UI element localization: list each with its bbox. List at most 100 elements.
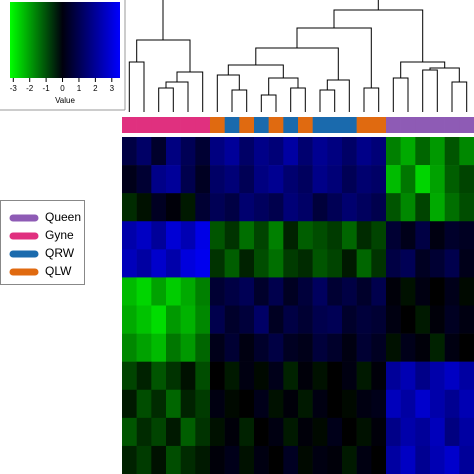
heatmap-cell <box>166 361 181 391</box>
heatmap-cell <box>224 137 240 166</box>
heatmap-cell <box>415 361 431 391</box>
heatmap-cell <box>166 249 181 278</box>
heatmap-cell <box>195 305 211 334</box>
column-annotation <box>180 117 196 133</box>
heatmap-cell <box>166 165 181 194</box>
heatmap-cell <box>151 445 167 474</box>
heatmap-cell <box>342 333 357 362</box>
heatmap-cell <box>312 389 328 419</box>
heatmap-cell <box>444 221 460 250</box>
heatmap-cell <box>371 165 387 194</box>
heatmap-cell <box>136 333 152 362</box>
heatmap-cell <box>459 305 474 334</box>
heatmap-cell <box>151 221 167 250</box>
heatmap-cell <box>430 305 445 334</box>
heatmap-cell <box>356 389 372 419</box>
heatmap-cell <box>180 249 196 278</box>
heatmap-cell <box>386 305 401 334</box>
heatmap-cell <box>136 221 152 250</box>
heatmap-cell <box>166 137 181 166</box>
heatmap-cell <box>151 193 167 222</box>
heatmap-cell <box>239 305 255 334</box>
heatmap-cell <box>371 333 387 362</box>
heatmap-cell <box>122 277 137 306</box>
heatmap-cell <box>386 333 401 362</box>
heatmap-cell <box>210 305 225 334</box>
heatmap-cell <box>298 333 313 362</box>
heatmap-cell <box>444 249 460 278</box>
heatmap-cell <box>180 333 196 362</box>
heatmap-cell <box>224 165 240 194</box>
heatmap-cell <box>400 137 416 166</box>
heatmap-cell <box>268 277 284 306</box>
heatmap-cell <box>283 333 299 362</box>
heatmap-cell <box>386 417 401 447</box>
heatmap-cell <box>136 305 152 334</box>
heatmap-cell <box>224 193 240 222</box>
dendrogram <box>128 0 468 112</box>
color-key <box>10 2 120 78</box>
heatmap-cell <box>312 165 328 194</box>
heatmap-cell <box>386 445 401 474</box>
heatmap-cell <box>371 221 387 250</box>
heatmap-cell <box>210 277 225 306</box>
heatmap-cell <box>459 221 474 250</box>
heatmap-cell <box>459 389 474 419</box>
heatmap-cell <box>327 249 343 278</box>
key-tick-label: -1 <box>43 84 51 93</box>
heatmap-cell <box>430 221 445 250</box>
heatmap-cell <box>386 221 401 250</box>
heatmap-cell <box>210 249 225 278</box>
heatmap-cell <box>371 249 387 278</box>
heatmap-cell <box>386 249 401 278</box>
heatmap-cell <box>195 165 211 194</box>
heatmap-cell <box>254 221 269 250</box>
heatmap-cell <box>151 333 167 362</box>
heatmap-cell <box>342 305 357 334</box>
heatmap-cell <box>283 305 299 334</box>
key-tick-label: 1 <box>77 84 82 93</box>
heatmap-cell <box>430 389 445 419</box>
heatmap-cell <box>356 417 372 447</box>
heatmap-cell <box>210 417 225 447</box>
heatmap-cell <box>386 389 401 419</box>
heatmap-cell <box>386 193 401 222</box>
heatmap-cell <box>180 305 196 334</box>
heatmap-cell <box>122 165 137 194</box>
column-annotation <box>268 117 284 133</box>
heatmap-cell <box>254 137 269 166</box>
legend-label: QRW <box>45 246 75 260</box>
heatmap-cell <box>283 249 299 278</box>
heatmap-cell <box>342 193 357 222</box>
column-annotation <box>400 117 416 133</box>
heatmap-cell <box>312 361 328 391</box>
heatmap-cell <box>356 221 372 250</box>
heatmap-cell <box>122 193 137 222</box>
heatmap-cell <box>195 193 211 222</box>
heatmap-cell <box>312 417 328 447</box>
heatmap-cell <box>415 305 431 334</box>
heatmap-cell <box>283 445 299 474</box>
column-annotation <box>356 117 372 133</box>
heatmap-cell <box>180 277 196 306</box>
heatmap-cell <box>342 361 357 391</box>
heatmap-cell <box>268 333 284 362</box>
heatmap-cell <box>298 137 313 166</box>
heatmap-cell <box>444 361 460 391</box>
heatmap-cell <box>312 305 328 334</box>
column-annotation <box>136 117 152 133</box>
heatmap-cell <box>444 277 460 306</box>
heatmap-cell <box>298 417 313 447</box>
heatmap-cell <box>151 249 167 278</box>
heatmap-cell <box>415 193 431 222</box>
heatmap-cell <box>195 361 211 391</box>
heatmap-cell <box>400 417 416 447</box>
heatmap-cell <box>298 445 313 474</box>
heatmap-cell <box>327 137 343 166</box>
heatmap-cell <box>459 417 474 447</box>
heatmap-cell <box>239 221 255 250</box>
heatmap-cell <box>371 445 387 474</box>
heatmap-cell <box>136 389 152 419</box>
